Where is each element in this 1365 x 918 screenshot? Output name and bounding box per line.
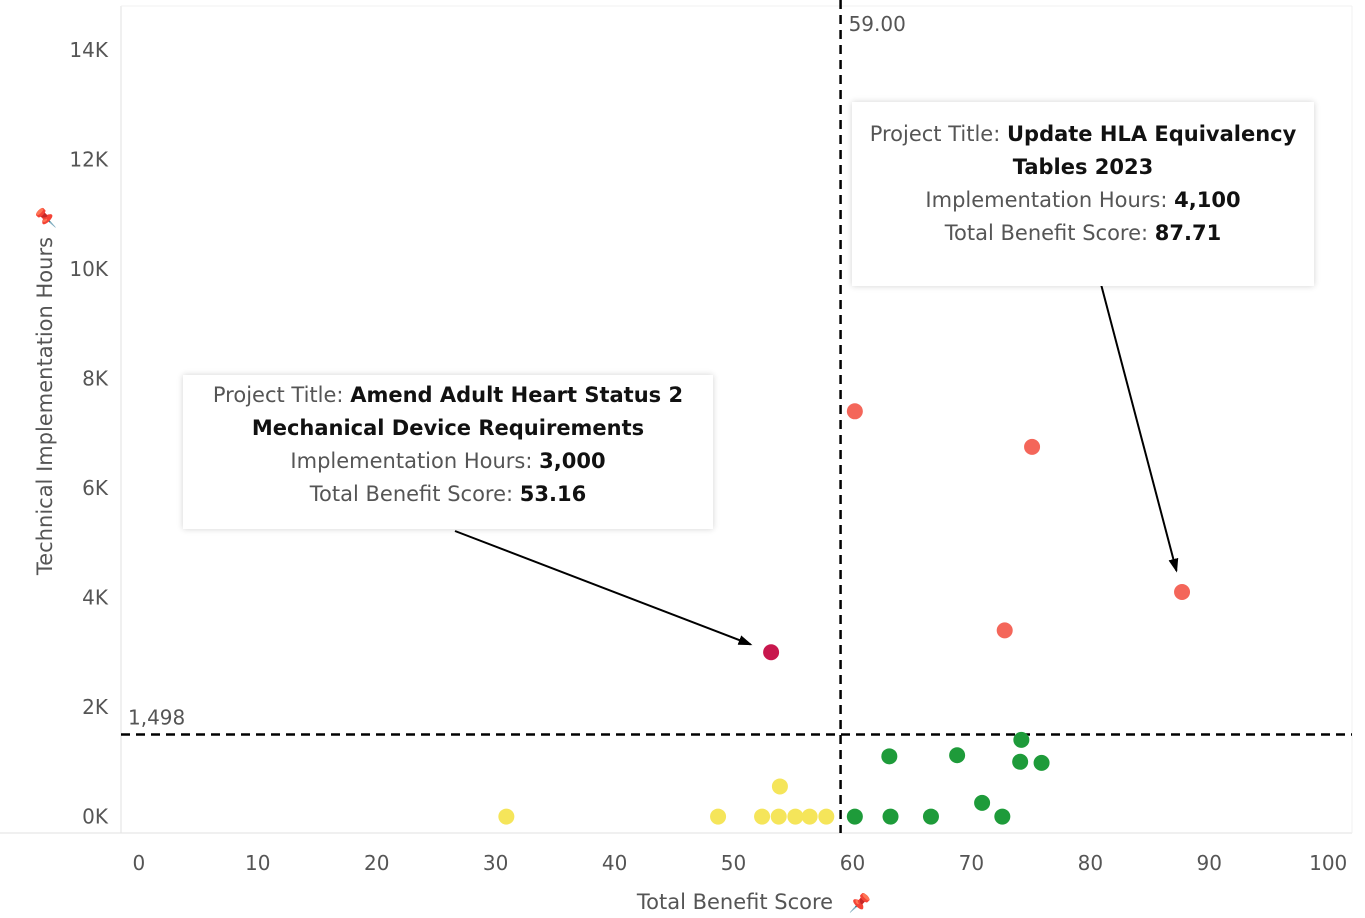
data-point [770, 808, 787, 825]
data-point [498, 808, 515, 825]
data-point [801, 808, 818, 825]
axes: 0 10 20 30 40 50 60 70 80 90 100 0K 2K 4K 6K 8K 10K 12K 14… [0, 5, 1353, 875]
y-tick-label: 12K [69, 147, 108, 171]
x-tick-label: 80 [1078, 851, 1103, 875]
data-point [881, 748, 898, 765]
x-tick-label: 60 [840, 851, 865, 875]
x-tick-label: 20 [364, 851, 389, 875]
annotation-arrow [454, 530, 753, 646]
data-point [710, 808, 727, 825]
data-point [1174, 584, 1191, 601]
tooltip-score-label: Total Benefit Score: [944, 221, 1149, 245]
x-tick-label: 0 [132, 851, 145, 875]
annotation-tooltip-heart: Project Title: Amend Adult Heart Status … [183, 375, 713, 529]
data-point [922, 808, 939, 825]
data-point [882, 808, 899, 825]
data-point [846, 403, 863, 420]
tooltip-title-label: Project Title: [869, 122, 1001, 146]
annotation-arrows [454, 268, 1179, 646]
x-axis-title: Total Benefit Score [636, 890, 833, 914]
tooltip-hours-value: 3,000 [539, 449, 606, 473]
reference-lines: 59.00 1,498 [121, 0, 1352, 833]
tooltip-title-value-2: Tables 2023 [1012, 155, 1154, 179]
tooltip-hours-label: Implementation Hours: [290, 449, 533, 473]
tooltip-hours-value: 4,100 [1174, 188, 1241, 212]
data-points [498, 403, 1191, 825]
tooltip-score-value: 87.71 [1154, 221, 1222, 245]
tooltip-hours-line: Implementation Hours: 4,100 [852, 184, 1314, 217]
data-point [1012, 753, 1029, 770]
data-point [996, 622, 1013, 639]
x-tick-label: 10 [245, 851, 270, 875]
tooltip-title-value: Amend Adult Heart Status 2 [350, 383, 684, 407]
data-point [1013, 731, 1030, 748]
data-point [974, 794, 991, 811]
tooltip-title-line: Project Title: Amend Adult Heart Status … [183, 379, 713, 412]
data-point [787, 808, 804, 825]
tooltip-title-value-2: Mechanical Device Requirements [251, 416, 645, 440]
y-tick-label: 4K [82, 585, 109, 609]
y-axis-title: Technical Implementation Hours [33, 237, 57, 576]
x-tick-label: 90 [1197, 851, 1222, 875]
tooltip-score-line: Total Benefit Score: 87.71 [852, 217, 1314, 250]
data-point [949, 747, 966, 764]
y-tick-label: 10K [69, 257, 108, 281]
y-tick-label: 0K [82, 805, 109, 829]
tooltip-score-label: Total Benefit Score: [309, 482, 514, 506]
data-point [754, 808, 771, 825]
x-tick-label: 30 [483, 851, 508, 875]
tooltip-score-line: Total Benefit Score: 53.16 [183, 478, 713, 511]
tooltip-hours-label: Implementation Hours: [925, 188, 1168, 212]
tooltip-score-value: 53.16 [519, 482, 587, 506]
y-tick-label: 14K [69, 38, 108, 62]
data-point [763, 644, 780, 661]
x-tick-label: 40 [602, 851, 627, 875]
tooltip-hours-line: Implementation Hours: 3,000 [183, 445, 713, 478]
data-point [1033, 754, 1050, 771]
tooltip-title-line-2: Tables 2023 [852, 151, 1314, 184]
data-point [771, 778, 788, 795]
x-tick-label: 100 [1309, 851, 1347, 875]
tooltip-title-line: Project Title: Update HLA Equivalency [852, 118, 1314, 151]
tooltip-title-line-2: Mechanical Device Requirements [183, 412, 713, 445]
data-point [846, 808, 863, 825]
y-tick-label: 6K [82, 476, 109, 500]
x-tick-label: 50 [721, 851, 746, 875]
annotation-arrow [1096, 268, 1179, 573]
tooltip-title-label: Project Title: [212, 383, 344, 407]
data-point [994, 808, 1011, 825]
data-point [1024, 438, 1041, 455]
x-tick-label: 70 [959, 851, 984, 875]
pin-icon[interactable]: 📌 [35, 207, 57, 229]
y-reference-label: 1,498 [128, 706, 185, 730]
y-tick-label: 2K [82, 695, 109, 719]
annotation-tooltip-hla: Project Title: Update HLA Equivalency Ta… [852, 102, 1314, 286]
pin-icon[interactable]: 📌 [849, 892, 871, 914]
y-tick-label: 8K [82, 366, 109, 390]
x-reference-label: 59.00 [849, 12, 906, 36]
tooltip-title-value: Update HLA Equivalency [1006, 122, 1297, 146]
data-point [818, 808, 835, 825]
